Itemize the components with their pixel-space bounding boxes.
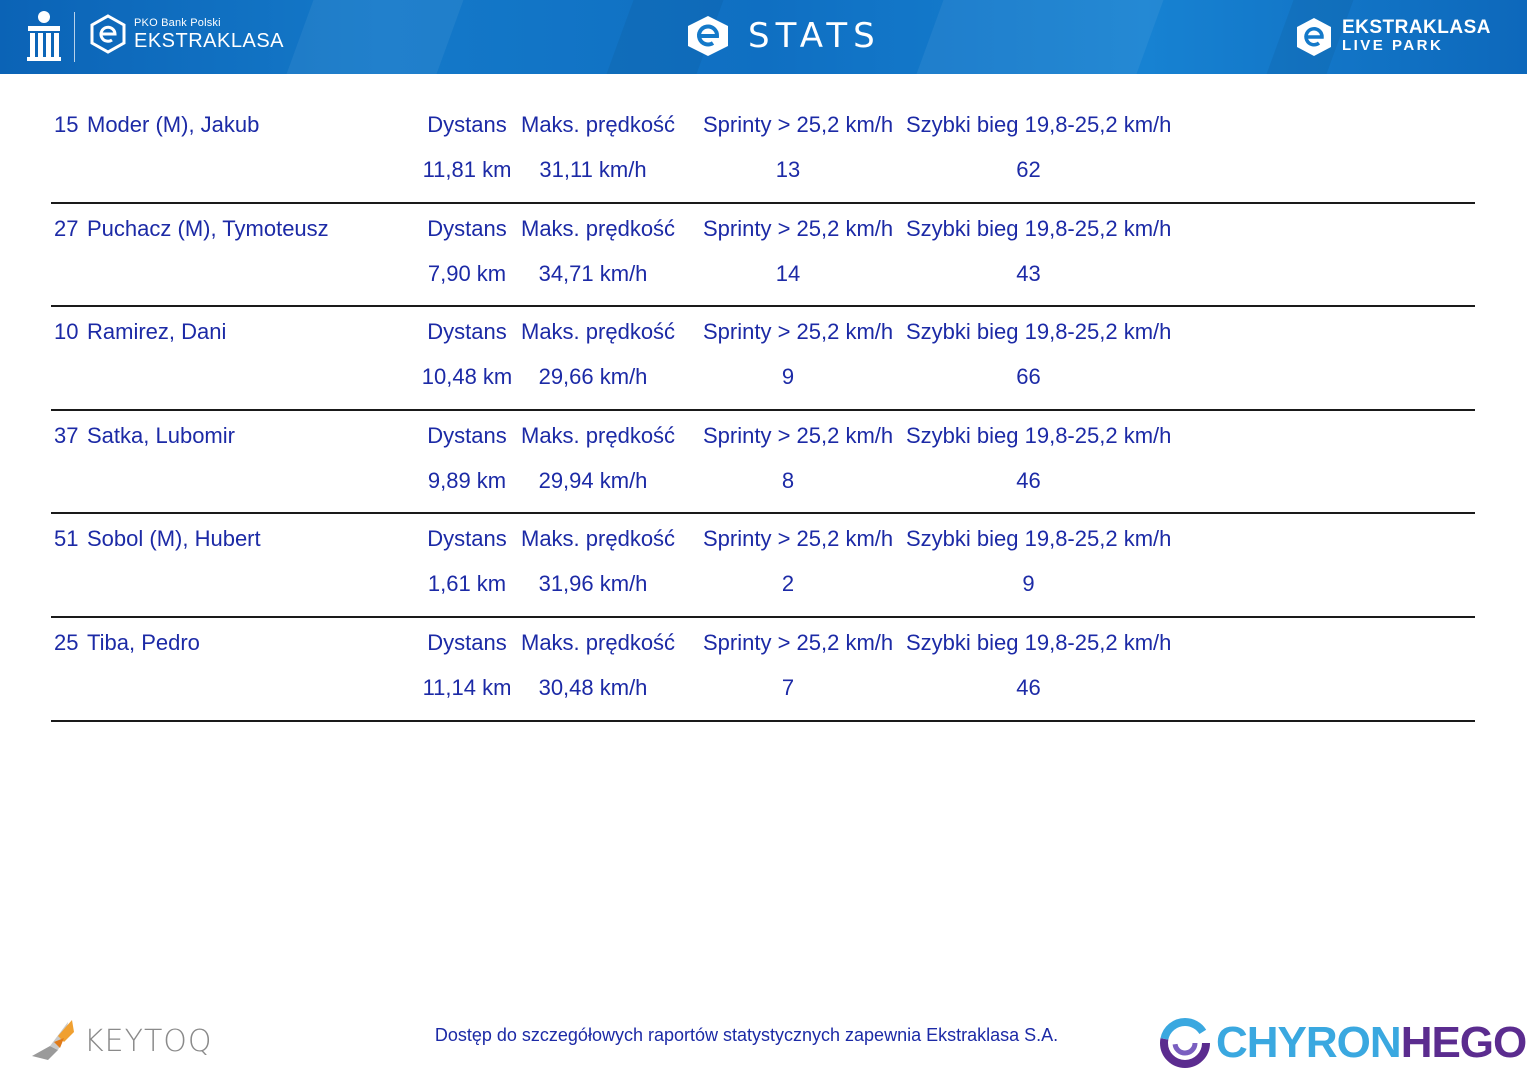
max-speed-header: Maks. prędkość [521,215,676,241]
player-stats-table: 15 Moder (M), Jakub Dystans Maks. prędkoś… [51,100,1475,722]
distance-header: Dystans [427,112,507,137]
keytoq-label: KEYTOQ [84,1023,213,1059]
sprints-value: 2 [781,571,795,597]
player-row: 25 Tiba, Pedro Dystans Maks. prędkość Spr… [51,618,1475,722]
livepark-logo: EKSTRAKLASA LIVE PARK [1294,16,1491,58]
fast-run-value: 66 [1016,364,1041,390]
fast-run-header: Szybki bieg 19,8-25,2 km/h [906,112,1172,137]
player-name-text: Puchacz (M), Tymoteusz [87,215,329,241]
player-row: 51 Sobol (M), Hubert Dystans Maks. prędko… [51,514,1475,618]
livepark-line1: EKSTRAKLASA [1341,17,1491,38]
sprints-header: Sprinty > 25,2 km/h [703,629,894,655]
player-row: 15 Moder (M), Jakub Dystans Maks. prędkoś… [51,100,1475,204]
max-speed-value: 31,96 km/h [538,571,648,597]
distance-value: 11,81 km [422,157,512,182]
sprints-header: Sprinty > 25,2 km/h [703,112,894,137]
player-name-text: Sobol (M), Hubert [87,526,261,552]
distance-header: Dystans [427,526,507,552]
sprints-value: 13 [775,157,801,182]
max-speed-header: Maks. prędkość [521,526,676,552]
max-speed-value: 31,11 km/h [539,157,647,182]
stats-label: STATS [748,16,881,56]
player-number: 15 [54,112,79,137]
player-name: 27 Puchacz (M), Tymoteusz [54,216,329,242]
max-speed-header: Maks. prędkość [521,112,676,137]
fast-run-value: 46 [1016,467,1041,493]
max-speed-header: Maks. prędkość [521,422,676,448]
fast-run-header: Szybki bieg 19,8-25,2 km/h [906,422,1172,448]
sprints-value: 7 [781,674,795,700]
player-name-text: Ramirez, Dani [87,319,227,345]
ekstraklasa-badge-icon [90,14,126,54]
player-name-text: Tiba, Pedro [87,629,200,655]
distance-header: Dystans [427,319,507,345]
fast-run-header: Szybki bieg 19,8-25,2 km/h [906,629,1172,655]
sprints-value: 8 [781,467,795,493]
sprints-header: Sprinty > 25,2 km/h [703,422,894,448]
brand-label: EKSTRAKLASA [134,29,285,52]
player-number: 27 [54,215,79,241]
max-speed-value: 29,94 km/h [538,467,648,493]
max-speed-value: 29,66 km/h [538,364,648,390]
distance-value: 10,48 km [421,364,513,390]
distance-value: 7,90 km [427,260,507,286]
max-speed-value: 30,48 km/h [538,674,648,700]
fast-run-value: 46 [1016,674,1041,700]
header-divider [74,12,75,62]
max-speed-header: Maks. prędkość [521,629,676,655]
livepark-line2: LIVE PARK [1341,37,1444,54]
ekstraklasa-logo: PKO Bank Polski EKSTRAKLASA [88,14,284,54]
fast-run-header: Szybki bieg 19,8-25,2 km/h [906,526,1172,552]
player-row: 27 Puchacz (M), Tymoteusz Dystans Maks. p… [51,204,1475,308]
max-speed-value: 34,71 km/h [538,260,648,286]
fast-run-header: Szybki bieg 19,8-25,2 km/h [906,215,1172,241]
keytoq-logo: KEYTOQ [28,1016,213,1066]
max-speed-header: Maks. prędkość [521,319,676,345]
footer-note: Dostęp do szczegółowych raportów statyst… [0,1025,1527,1046]
player-number: 37 [54,422,79,448]
fast-run-value: 9 [1022,571,1035,597]
player-name: 15 Moder (M), Jakub [54,112,259,138]
keytoq-bird-icon [32,1020,74,1060]
distance-value: 9,89 km [427,467,507,493]
ekstraklasa-badge-icon [688,16,728,56]
player-name: 37 Satka, Lubomir [54,423,235,449]
header-stripe [286,0,464,74]
player-row: 37 Satka, Lubomir Dystans Maks. prędkość … [51,411,1475,515]
player-row: 10 Ramirez, Dani Dystans Maks. prędkość S… [51,307,1475,411]
player-number: 10 [54,319,79,345]
player-name-text: Moder (M), Jakub [87,112,260,137]
player-name: 25 Tiba, Pedro [54,630,200,656]
chyron-label: CHYRON [1216,1018,1402,1067]
sprints-value: 9 [781,364,795,390]
ekstraklasa-badge-icon [1296,18,1331,56]
hego-label: HEGO [1400,1018,1527,1067]
sprints-value: 14 [775,260,801,286]
page-title: STATS [684,14,881,58]
chyronhego-swirl-icon [1160,1018,1210,1068]
distance-header: Dystans [427,629,507,655]
distance-header: Dystans [427,215,507,241]
fast-run-value: 62 [1016,157,1041,182]
player-name: 10 Ramirez, Dani [54,319,226,345]
bank-label: PKO Bank Polski [134,16,221,29]
fast-run-header: Szybki bieg 19,8-25,2 km/h [906,319,1172,345]
header-banner: PKO Bank Polski EKSTRAKLASA STATS EKSTRA… [0,0,1527,74]
player-number: 51 [54,526,79,552]
fast-run-value: 43 [1016,260,1041,286]
player-name-text: Satka, Lubomir [87,422,235,448]
sprints-header: Sprinty > 25,2 km/h [703,215,894,241]
footer-note-text: Dostęp do szczegółowych raportów statyst… [434,1025,1059,1045]
header-stripe [916,0,1164,74]
sprints-header: Sprinty > 25,2 km/h [703,526,894,552]
distance-value: 11,14 km [422,674,512,700]
player-number: 25 [54,629,79,655]
pko-logo-icon [27,11,61,61]
distance-value: 1,61 km [427,571,507,597]
chyronhego-logo: CHYRONHEGO [1158,1016,1527,1070]
distance-header: Dystans [427,422,507,448]
player-name: 51 Sobol (M), Hubert [54,526,261,552]
sprints-header: Sprinty > 25,2 km/h [703,319,894,345]
